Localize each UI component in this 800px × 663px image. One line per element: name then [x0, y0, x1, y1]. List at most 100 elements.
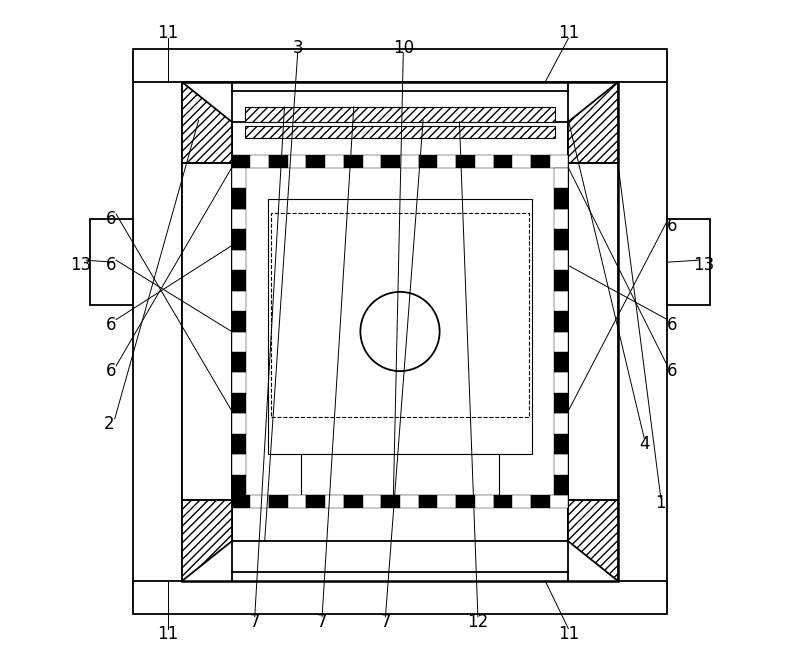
- Bar: [531, 154, 550, 168]
- Bar: [554, 373, 568, 393]
- Bar: [288, 154, 306, 168]
- Bar: [133, 54, 182, 605]
- Bar: [554, 475, 568, 495]
- Bar: [182, 163, 232, 500]
- Text: 3: 3: [292, 38, 303, 56]
- Bar: [554, 270, 568, 290]
- Bar: [494, 495, 512, 509]
- Text: 11: 11: [157, 24, 178, 42]
- Bar: [232, 500, 568, 572]
- Bar: [269, 495, 288, 509]
- Bar: [554, 229, 568, 250]
- Bar: [494, 154, 512, 168]
- Text: 1: 1: [655, 494, 666, 512]
- Bar: [344, 495, 362, 509]
- Bar: [618, 54, 667, 605]
- Text: 13: 13: [693, 257, 714, 274]
- Bar: [554, 352, 568, 373]
- Text: 6: 6: [666, 316, 678, 334]
- Polygon shape: [568, 500, 618, 581]
- Bar: [382, 495, 400, 509]
- Bar: [245, 107, 555, 121]
- Bar: [232, 154, 250, 168]
- Bar: [232, 188, 246, 209]
- Bar: [245, 126, 555, 138]
- Bar: [133, 49, 667, 82]
- Text: 6: 6: [106, 210, 117, 228]
- Bar: [554, 413, 568, 434]
- Circle shape: [360, 292, 440, 371]
- Text: 2: 2: [104, 415, 115, 433]
- Bar: [232, 250, 246, 270]
- Bar: [362, 154, 382, 168]
- Bar: [232, 413, 246, 434]
- Bar: [418, 495, 438, 509]
- Bar: [456, 495, 475, 509]
- Bar: [475, 495, 494, 509]
- Bar: [554, 454, 568, 475]
- Bar: [438, 495, 456, 509]
- Bar: [90, 219, 133, 305]
- Bar: [232, 270, 246, 290]
- Bar: [269, 154, 288, 168]
- Bar: [232, 229, 246, 250]
- Bar: [512, 495, 531, 509]
- Bar: [554, 393, 568, 413]
- Bar: [306, 495, 325, 509]
- Bar: [456, 154, 475, 168]
- Text: 6: 6: [106, 257, 117, 274]
- Bar: [250, 495, 269, 509]
- Bar: [182, 82, 618, 581]
- Bar: [325, 495, 344, 509]
- Bar: [232, 311, 246, 332]
- Bar: [554, 209, 568, 229]
- Bar: [554, 168, 568, 188]
- Text: 6: 6: [666, 362, 678, 380]
- Text: 10: 10: [393, 38, 414, 56]
- Bar: [438, 154, 456, 168]
- Bar: [554, 311, 568, 332]
- Bar: [232, 91, 568, 163]
- Polygon shape: [182, 500, 232, 581]
- Bar: [531, 495, 550, 509]
- Bar: [344, 154, 362, 168]
- Bar: [232, 168, 246, 188]
- Bar: [232, 332, 246, 352]
- Polygon shape: [568, 82, 618, 163]
- Polygon shape: [182, 82, 232, 163]
- Bar: [306, 154, 325, 168]
- Bar: [554, 188, 568, 209]
- Bar: [232, 454, 246, 475]
- Bar: [288, 495, 306, 509]
- Text: 4: 4: [639, 435, 650, 453]
- Bar: [301, 453, 499, 495]
- Bar: [133, 581, 667, 614]
- Bar: [550, 154, 568, 168]
- Bar: [268, 200, 532, 453]
- Bar: [400, 154, 418, 168]
- Bar: [554, 434, 568, 454]
- Text: 7: 7: [250, 613, 260, 631]
- Bar: [232, 475, 246, 495]
- Bar: [232, 434, 246, 454]
- Bar: [232, 373, 246, 393]
- Bar: [232, 352, 246, 373]
- Bar: [554, 332, 568, 352]
- Text: 11: 11: [558, 24, 579, 42]
- Text: 11: 11: [157, 625, 178, 643]
- Bar: [550, 495, 568, 509]
- Text: 6: 6: [106, 362, 117, 380]
- Bar: [232, 290, 246, 311]
- Bar: [232, 163, 568, 500]
- Bar: [362, 495, 382, 509]
- Bar: [232, 209, 246, 229]
- Bar: [554, 290, 568, 311]
- Bar: [250, 154, 269, 168]
- Bar: [512, 154, 531, 168]
- Text: 12: 12: [467, 613, 489, 631]
- Bar: [325, 154, 344, 168]
- Text: 7: 7: [380, 613, 390, 631]
- Text: 6: 6: [106, 316, 117, 334]
- Text: 13: 13: [70, 257, 92, 274]
- Bar: [418, 154, 438, 168]
